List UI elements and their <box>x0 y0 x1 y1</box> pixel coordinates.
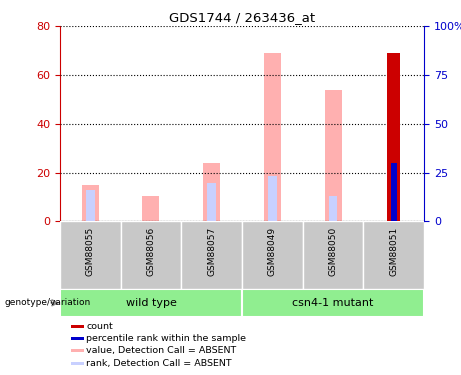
Bar <box>363 221 424 289</box>
Bar <box>86 190 95 221</box>
Bar <box>264 53 281 221</box>
Text: csn4-1 mutant: csn4-1 mutant <box>292 298 374 308</box>
Bar <box>203 163 220 221</box>
Bar <box>121 221 181 289</box>
Bar <box>268 176 277 221</box>
Bar <box>325 90 342 221</box>
Bar <box>71 337 84 340</box>
Text: GSM88055: GSM88055 <box>86 226 95 276</box>
Text: rank, Detection Call = ABSENT: rank, Detection Call = ABSENT <box>86 358 232 368</box>
Text: GSM88049: GSM88049 <box>268 226 277 276</box>
Text: GSM88051: GSM88051 <box>389 226 398 276</box>
Bar <box>207 183 216 221</box>
Bar <box>387 53 401 221</box>
Text: genotype/variation: genotype/variation <box>5 298 91 307</box>
Bar <box>71 350 84 352</box>
Text: GSM88057: GSM88057 <box>207 226 216 276</box>
Bar <box>60 289 242 317</box>
Text: GSM88050: GSM88050 <box>329 226 337 276</box>
Bar <box>242 289 424 317</box>
Bar <box>60 221 121 289</box>
Bar <box>303 221 363 289</box>
Bar <box>82 185 99 221</box>
Bar <box>181 221 242 289</box>
Text: GSM88056: GSM88056 <box>147 226 155 276</box>
Bar <box>71 325 84 328</box>
Bar <box>391 163 397 221</box>
Bar <box>242 221 303 289</box>
Text: value, Detection Call = ABSENT: value, Detection Call = ABSENT <box>86 346 236 355</box>
Bar <box>142 196 160 221</box>
Text: count: count <box>86 322 113 331</box>
Text: percentile rank within the sample: percentile rank within the sample <box>86 334 246 343</box>
Text: wild type: wild type <box>125 298 177 308</box>
Bar <box>329 196 337 221</box>
Title: GDS1744 / 263436_at: GDS1744 / 263436_at <box>169 11 315 24</box>
Bar <box>71 362 84 364</box>
